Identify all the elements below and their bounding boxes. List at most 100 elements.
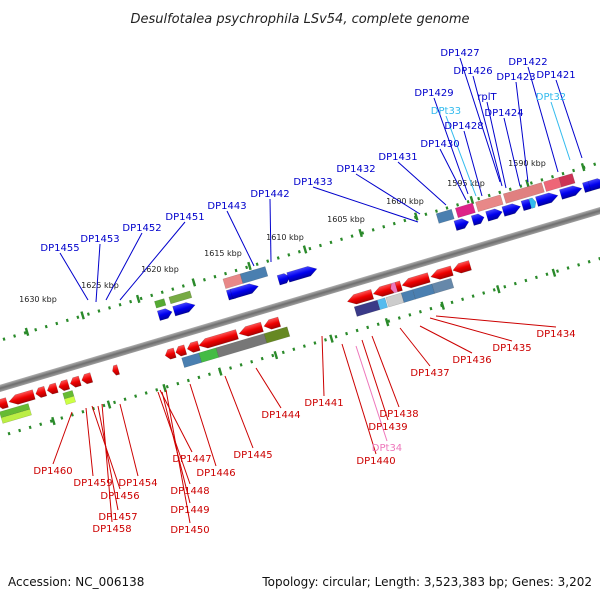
scale-dot [329,240,333,245]
annotation-block [454,202,476,219]
gene-arrow-forward [535,192,559,207]
scale-dot [392,221,396,226]
scale-dot [434,209,438,213]
label-leader [555,79,583,159]
scale-major-tick [135,294,141,304]
scale-dot [529,181,533,185]
scale-dot [81,410,85,414]
gene-label: DP1445 [233,450,272,461]
label-leader [435,315,557,328]
label-leader [397,161,447,206]
label-leader [472,75,503,187]
scale-major-tick [525,179,530,188]
scale-dot [150,293,154,298]
scale-labels: 1630 kbp 1625 kbp 1620 kbp 1615 kbp 1610 kbp… [19,159,546,304]
gene-arrow-reverse [452,260,472,274]
annotation-block [502,182,545,204]
label-leader [355,173,421,215]
gene-label: DP1421 [536,70,575,81]
diagram-tracks [0,162,600,442]
gene-arrow-reverse [198,329,239,349]
label-leader [355,345,388,442]
scale-dot [408,313,412,317]
scale-dot [202,278,206,282]
scale-major-tick [329,334,334,343]
scale-major-tick [302,245,308,254]
scale-dot [18,428,22,433]
label-leader [226,210,255,267]
annotation-block [385,292,405,308]
gene-label: DP1435 [492,343,531,354]
gene-arrow-reverse [35,385,48,398]
scale-dot [477,196,481,201]
gene-label: DP1427 [440,48,479,59]
label-leader [341,343,377,455]
scale-label: 1625 kbp [81,281,119,290]
scale-dot [2,337,6,341]
gene-label: DP1428 [444,121,483,132]
scale-dot [366,325,370,330]
scale-dot [287,253,291,257]
scale-track-top [2,162,597,341]
gene-arrow-forward [453,218,470,231]
scale-dot [487,193,491,198]
label-leader [433,97,469,195]
label-leader [269,198,272,263]
gene-label: DP1430 [420,139,459,150]
label-leader [459,57,501,183]
gene-arrow-forward [470,213,485,226]
gene-arrow-reverse [186,340,201,353]
scale-dot [577,263,581,267]
gene-label: DP1436 [452,355,491,366]
scale-dot [55,321,59,326]
scale-dot [382,224,386,229]
scale-dot [540,178,544,182]
gene-arrow-reverse [346,289,375,305]
gene-label: DP1453 [80,234,119,245]
scale-major-tick [247,261,252,271]
scale-dot [102,403,106,408]
gene-label: DP1450 [170,525,209,536]
gene-arrow-forward [286,266,318,283]
scale-dot [503,285,507,289]
gene-label: DP1452 [122,223,161,234]
gene-label: DP1458 [92,524,131,535]
scale-dot [260,356,264,361]
gene-label: DP1440 [356,456,395,467]
scale-dot [587,260,591,264]
scale-dot [165,385,169,389]
label-leader [371,335,400,408]
scale-dot [76,315,80,320]
gene-arrow-reverse [46,382,59,395]
scale-label: 1610 kbp [266,233,304,242]
gene-label: DP1449 [170,505,209,516]
scale-dot [424,212,428,216]
gene-label: DP1433 [293,177,332,188]
gene-label: DP1442 [250,189,289,200]
label-leader [85,407,94,477]
scale-dot [60,416,64,420]
gene-arrow-reverse [58,379,71,392]
scale-major-tick [358,228,363,238]
label-leader [255,367,282,409]
scale-label: 1595 kbp [447,179,485,188]
annotation-block [475,194,504,213]
label-leader [165,389,191,524]
label-leader [189,383,217,467]
scale-dot [155,388,159,392]
label-leader [399,327,431,367]
label-leader [101,403,113,523]
scale-dot [403,218,407,223]
gene-label: DP1439 [368,422,407,433]
gene-label: DP1438 [379,409,418,420]
scale-dot [334,335,338,339]
accession-text: Accession: NC_006138 [8,575,144,589]
scale-dot [160,290,164,295]
scale-dot [186,378,190,383]
label-leader [439,148,467,201]
gene-label: DP1441 [304,398,343,409]
gene-label: DP1447 [172,454,211,465]
scale-dot [39,422,43,427]
trna-arrow-forward [528,197,537,209]
